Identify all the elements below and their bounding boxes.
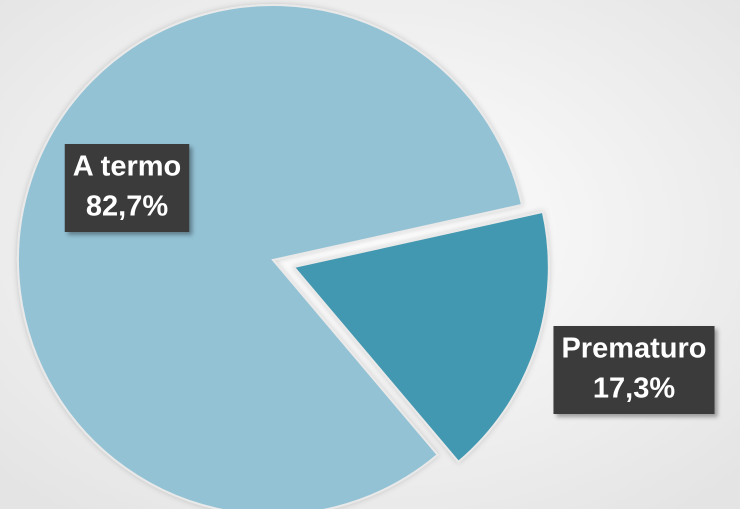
label-box <box>553 326 715 414</box>
value-label: 82,7% <box>86 191 168 223</box>
data-label: A termo 82,7% <box>64 144 190 232</box>
data-label: Prematuro 17,3% <box>553 326 715 414</box>
label-box <box>64 144 190 232</box>
pie <box>17 4 550 509</box>
pie-slice <box>17 4 524 509</box>
labels: A termo 82,7% Prematuro 17,3% <box>64 144 715 414</box>
pie-slice <box>292 210 550 464</box>
category-label: Prematuro <box>561 333 706 365</box>
category-label: A termo <box>73 151 182 183</box>
value-label: 17,3% <box>593 373 675 405</box>
